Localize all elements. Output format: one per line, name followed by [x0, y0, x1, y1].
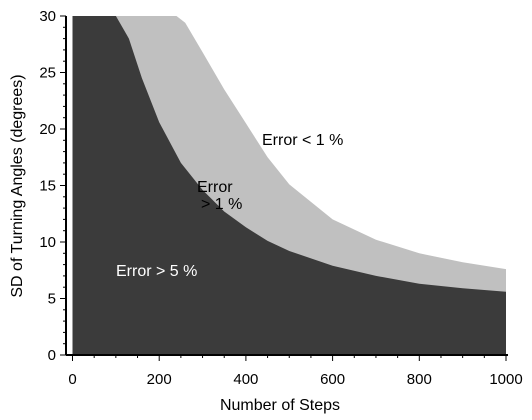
region-label-error-gt-1-line1: Error	[197, 179, 233, 196]
y-tick-label: 20	[39, 121, 56, 138]
x-tick-label: 200	[147, 371, 172, 388]
chart-labels: Number of Steps SD of Turning Angles (de…	[9, 74, 340, 414]
region-label-error-lt-1: Error < 1 %	[262, 132, 343, 149]
x-tick-label: 1000	[489, 371, 522, 388]
x-tick-label: 600	[320, 371, 345, 388]
y-tick-label: 30	[39, 8, 56, 25]
x-tick-label: 400	[233, 371, 258, 388]
y-tick-label: 25	[39, 65, 56, 82]
y-tick-label: 15	[39, 178, 56, 195]
chart-axes: 0 5 10 15 20 25 30 0 200 400 600 800 1000	[39, 8, 522, 388]
y-tick-label: 0	[48, 347, 56, 364]
x-axis-label: Number of Steps	[220, 397, 340, 414]
y-axis-label: SD of Turning Angles (degrees)	[9, 74, 26, 297]
y-tick-label: 10	[39, 234, 56, 251]
chart-regions	[72, 16, 506, 355]
region-error-gt-5	[72, 16, 506, 355]
y-tick-label: 5	[48, 291, 56, 308]
x-tick-label: 800	[407, 371, 432, 388]
x-tick-label: 0	[68, 371, 76, 388]
region-label-error-gt-5: Error > 5 %	[116, 263, 197, 280]
region-labels: Error > 5 % Error > 1 % Error < 1 %	[116, 132, 343, 280]
region-label-error-gt-1-line2: > 1 %	[201, 196, 242, 213]
